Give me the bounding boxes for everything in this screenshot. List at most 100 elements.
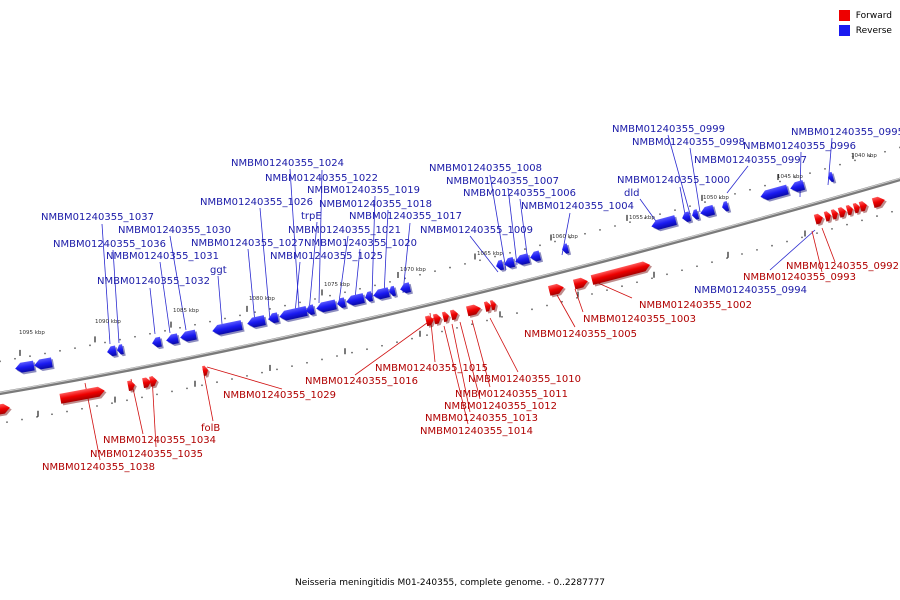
reverse-gene-arrow[interactable] [211,320,245,338]
reverse-gene-arrow[interactable] [14,360,37,375]
reverse-gene-arrow[interactable] [151,336,164,350]
reverse-gene-arrow[interactable] [336,297,348,311]
gene-label[interactable]: NMBM01240355_0995 [791,127,900,138]
gene-label[interactable]: NMBM01240355_0999 [612,124,725,135]
forward-gene-arrow[interactable] [59,385,107,406]
gene-label[interactable]: NMBM01240355_0993 [743,272,856,283]
reverse-gene-arrow[interactable] [699,204,718,220]
forward-gene-arrow[interactable] [202,365,211,378]
gene-label[interactable]: NMBM01240355_1011 [455,389,568,400]
gene-label[interactable]: NMBM01240355_1025 [270,251,383,262]
gene-label[interactable]: NMBM01240355_0996 [743,141,856,152]
reverse-gene-arrow[interactable] [246,315,268,331]
forward-gene-arrow[interactable] [424,314,437,328]
reverse-gene-arrow[interactable] [789,180,808,196]
forward-gene-arrow[interactable] [590,260,654,287]
gene-label[interactable]: NMBM01240355_1034 [103,435,216,446]
forward-gene-arrow[interactable] [547,282,567,298]
forward-gene-arrow[interactable] [823,210,834,224]
reverse-gene-arrow[interactable] [721,201,732,215]
gene-label[interactable]: ggt [210,265,227,276]
reverse-gene-arrow[interactable] [691,209,702,223]
reverse-gene-arrow[interactable] [315,299,339,315]
reverse-gene-arrow[interactable] [33,357,55,372]
reverse-gene-arrow[interactable] [561,243,572,256]
forward-gene-arrow[interactable] [441,311,452,324]
gene-label[interactable]: dld [624,188,639,199]
gene-label[interactable]: NMBM01240355_1007 [446,176,559,187]
gene-label[interactable]: NMBM01240355_0992 [786,261,899,272]
reverse-gene-arrow[interactable] [681,211,694,225]
reverse-gene-arrow[interactable] [503,257,517,271]
reverse-gene-arrow[interactable] [514,253,532,268]
gene-label[interactable]: NMBM01240355_1015 [375,363,488,374]
reverse-gene-arrow[interactable] [650,215,679,233]
forward-gene-arrow[interactable] [852,202,864,216]
gene-label[interactable]: NMBM01240355_1019 [307,185,420,196]
reverse-gene-arrow[interactable] [116,344,126,357]
forward-gene-arrow[interactable] [449,308,461,322]
gene-label[interactable]: NMBM01240355_1035 [90,449,203,460]
gene-label[interactable]: NMBM01240355_1012 [444,401,557,412]
reverse-gene-arrow[interactable] [495,259,507,273]
gene-label[interactable]: NMBM01240355_1006 [463,188,576,199]
forward-gene-arrow[interactable] [837,206,849,220]
forward-gene-arrow[interactable] [572,276,591,291]
forward-gene-arrow[interactable] [830,208,841,222]
gene-label[interactable]: NMBM01240355_1008 [429,163,542,174]
gene-label[interactable]: NMBM01240355_1014 [420,426,533,437]
gene-label[interactable]: NMBM01240355_1003 [583,314,696,325]
reverse-gene-arrow[interactable] [529,250,544,264]
gene-label[interactable]: NMBM01240355_1010 [468,374,581,385]
reverse-gene-arrow[interactable] [399,282,413,296]
forward-gene-arrow[interactable] [858,200,870,214]
gene-label[interactable]: NMBM01240355_1016 [305,376,418,387]
reverse-gene-arrow[interactable] [106,345,119,359]
gene-label[interactable]: NMBM01240355_1029 [223,390,336,401]
gene-label[interactable]: NMBM01240355_1020 [304,238,417,249]
reverse-gene-arrow[interactable] [278,305,310,324]
gene-label[interactable]: NMBM01240355_0994 [694,285,807,296]
gene-label[interactable]: NMBM01240355_1021 [288,225,401,236]
reverse-gene-arrow[interactable] [388,285,398,298]
gene-label[interactable]: trpE [301,211,322,222]
gene-label[interactable]: NMBM01240355_1027 [191,238,304,249]
gene-label[interactable]: NMBM01240355_1000 [617,175,730,186]
gene-label[interactable]: NMBM01240355_1037 [41,212,154,223]
gene-label[interactable]: folB [201,423,220,434]
gene-label[interactable]: NMBM01240355_1038 [42,462,155,473]
reverse-gene-arrow[interactable] [372,287,392,303]
reverse-gene-arrow[interactable] [364,291,375,305]
gene-label[interactable]: NMBM01240355_1032 [97,276,210,287]
gene-label[interactable]: NMBM01240355_1026 [200,197,313,208]
reverse-gene-arrow[interactable] [179,329,199,344]
forward-gene-arrow[interactable] [149,375,160,389]
reverse-gene-arrow[interactable] [165,333,181,347]
forward-gene-arrow[interactable] [0,402,13,417]
forward-gene-arrow[interactable] [127,380,138,393]
gene-label[interactable]: NMBM01240355_1002 [639,300,752,311]
gene-label[interactable]: NMBM01240355_0998 [632,137,745,148]
gene-label[interactable]: NMBM01240355_1036 [53,239,166,250]
gene-label[interactable]: NMBM01240355_1022 [265,173,378,184]
forward-gene-arrow[interactable] [432,313,444,327]
reverse-gene-arrow[interactable] [759,184,791,203]
forward-gene-arrow[interactable] [871,195,888,210]
forward-gene-arrow[interactable] [466,303,484,318]
gene-label[interactable]: NMBM01240355_1018 [319,199,432,210]
reverse-gene-arrow[interactable] [267,312,281,326]
gene-label[interactable]: NMBM01240355_1017 [349,211,462,222]
forward-gene-arrow[interactable] [489,299,499,312]
reverse-gene-arrow[interactable] [345,293,367,309]
gene-label[interactable]: NMBM01240355_1030 [118,225,231,236]
gene-label[interactable]: NMBM01240355_1004 [521,201,634,212]
forward-gene-arrow[interactable] [813,212,826,226]
gene-label[interactable]: NMBM01240355_1024 [231,158,344,169]
gene-label[interactable]: NMBM01240355_1005 [524,329,637,340]
forward-gene-arrow[interactable] [845,204,856,218]
gene-label[interactable]: NMBM01240355_1013 [425,413,538,424]
forward-gene-arrow[interactable] [483,300,494,314]
reverse-gene-arrow[interactable] [305,304,317,318]
gene-label[interactable]: NMBM01240355_0997 [694,155,807,166]
gene-label[interactable]: NMBM01240355_1031 [106,251,219,262]
